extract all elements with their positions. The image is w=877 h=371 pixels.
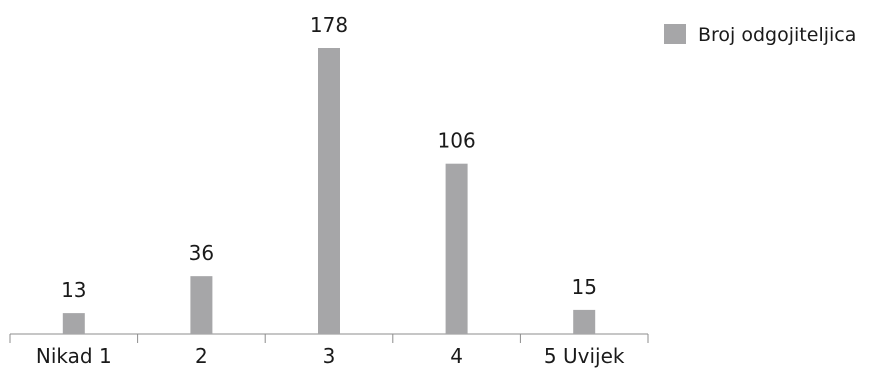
legend: Broj odgojiteljica [664, 24, 856, 46]
data-label: 106 [438, 129, 476, 153]
data-label: 178 [310, 13, 348, 37]
plot-area: 13 Nikad 1 36 2 178 3 106 4 15 5 Uvijek [9, 13, 649, 368]
x-tick-label: Nikad 1 [36, 344, 112, 368]
bar [62, 313, 85, 334]
legend-label: Broj odgojiteljica [698, 24, 856, 46]
x-tick-label: 5 Uvijek [544, 344, 625, 368]
bar [318, 48, 340, 334]
x-tick-label: 4 [450, 344, 463, 368]
bar [445, 163, 468, 334]
data-label: 13 [61, 278, 86, 302]
data-label: 15 [571, 275, 596, 299]
bar [573, 309, 596, 334]
legend-swatch [664, 24, 686, 44]
data-label: 36 [189, 241, 214, 265]
x-tick-label: 2 [195, 344, 208, 368]
bar [190, 276, 213, 334]
x-tick-label: 3 [323, 344, 336, 368]
